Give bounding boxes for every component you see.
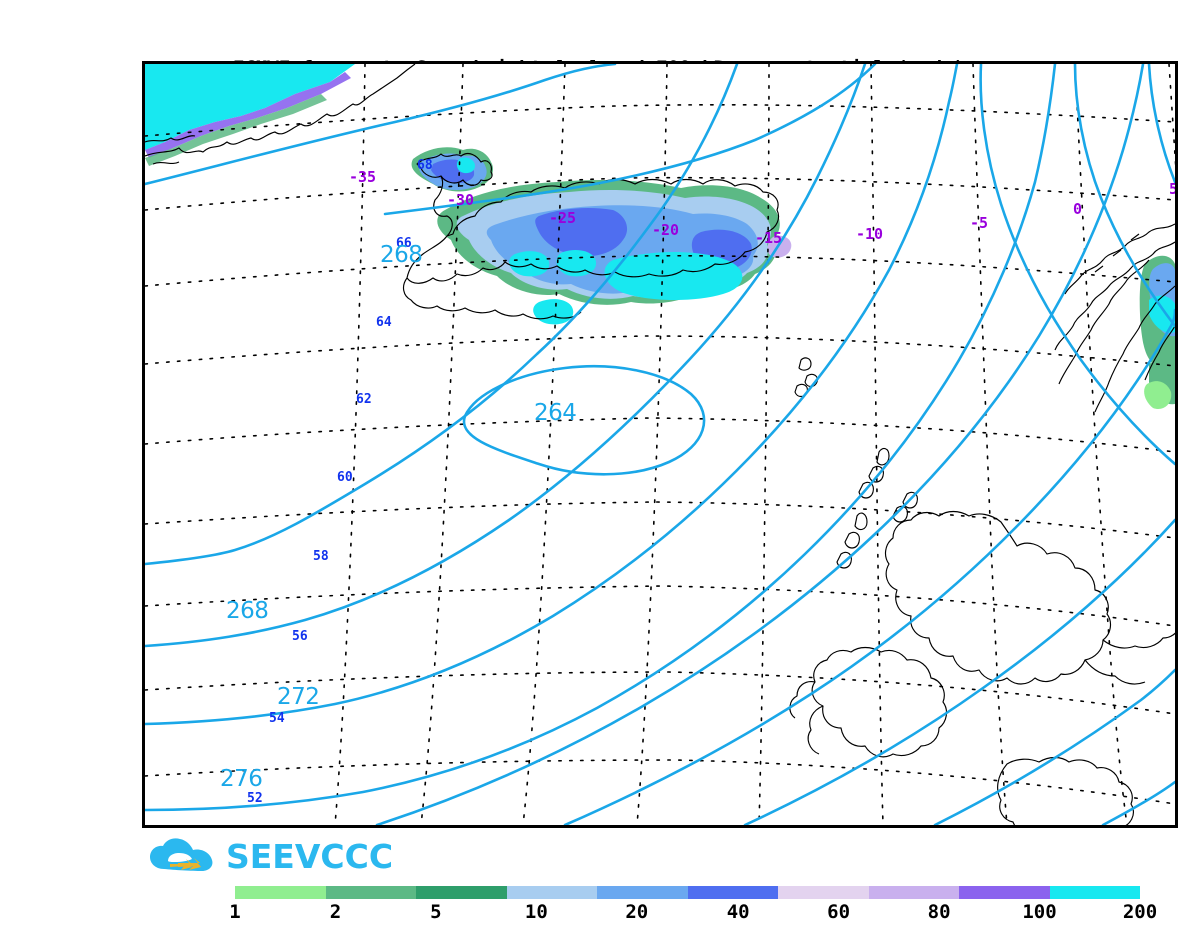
colorbar-swatches (235, 886, 1140, 899)
cloud-icon (148, 837, 222, 877)
contour-264-closed (462, 365, 706, 476)
logo-text: SEEVCCC (226, 837, 394, 876)
lat-label-52: 52 (247, 791, 263, 806)
colorbar-swatch-80 (868, 886, 959, 899)
contour-268-north (145, 64, 617, 186)
colorbar-swatch-2 (325, 886, 416, 899)
lon-label--5: -5 (970, 214, 989, 232)
lat-label-56: 56 (292, 629, 308, 644)
coastline-greenland (145, 64, 416, 165)
colorbar-swatch-200 (1049, 886, 1140, 899)
colorbar-tick-10: 10 (524, 901, 548, 923)
contour-276 (145, 64, 959, 726)
lon-label--35: -35 (349, 168, 377, 186)
lon-label--10: -10 (856, 225, 884, 243)
coastline-iceland (402, 152, 780, 320)
colorbar: 1 2 5 10 20 40 60 80 100 200 (229, 886, 1157, 927)
contour-label-264: 264 (534, 400, 577, 426)
map-frame[interactable]: .c1{fill:#90ee90}.c2{fill:#5cb985}.c3{fi… (142, 61, 1178, 828)
colorbar-swatch-60 (778, 886, 869, 899)
lat-label-66: 66 (396, 236, 412, 251)
contour-label-268-mid: 268 (226, 598, 269, 624)
contour-268-mid (145, 64, 739, 566)
contour-label-272: 272 (277, 684, 320, 710)
colorbar-tick-40: 40 (726, 901, 750, 923)
colorbar-tick-1: 1 (229, 901, 241, 923)
contour-300 (1101, 780, 1175, 825)
contour-292 (743, 518, 1175, 825)
colorbar-tick-5: 5 (430, 901, 442, 923)
contour-280 (145, 64, 1057, 812)
colorbar-swatch-5 (416, 886, 507, 899)
colorbar-tick-60: 60 (827, 901, 851, 923)
contour-288 (563, 308, 1175, 825)
lon-label-5: 5 (1169, 180, 1178, 198)
lon-label--25: -25 (549, 209, 577, 227)
lat-label-54: 54 (269, 711, 285, 726)
colorbar-tick-labels: 1 2 5 10 20 40 60 80 100 200 (229, 901, 1157, 927)
colorbar-swatch-100 (959, 886, 1050, 899)
contour-272 (145, 64, 867, 648)
lat-label-62: 62 (356, 392, 372, 407)
snow-shading-greenland (145, 64, 355, 166)
lat-label-64: 64 (376, 315, 392, 330)
colorbar-swatch-10 (506, 886, 597, 899)
colorbar-swatch-1 (235, 886, 326, 899)
geopotential-contours (145, 64, 1175, 825)
contour-268b (383, 64, 877, 216)
lon-label--20: -20 (652, 221, 680, 239)
lon-label--15: -15 (755, 229, 783, 247)
colorbar-swatch-20 (597, 886, 688, 899)
lat-label-68: 68 (417, 158, 433, 173)
contour-296 (933, 668, 1175, 825)
colorbar-swatch-40 (687, 886, 778, 899)
contour-label-268-north: 268 (380, 242, 423, 268)
lon-label-0: 0 (1073, 200, 1083, 218)
seevccc-logo: SEEVCCC (148, 836, 393, 878)
contour-284 (375, 64, 1145, 825)
weather-map[interactable]: .c1{fill:#90ee90}.c2{fill:#5cb985}.c3{fi… (145, 64, 1175, 825)
colorbar-tick-80: 80 (927, 901, 951, 923)
colorbar-tick-2: 2 (329, 901, 342, 923)
lat-label-58: 58 (313, 549, 329, 564)
colorbar-tick-20: 20 (625, 901, 649, 923)
colorbar-tick-100: 100 (1022, 901, 1057, 923)
contour-260 (1073, 64, 1175, 328)
coastline-norway (1054, 223, 1175, 413)
colorbar-tick-200: 200 (1122, 901, 1158, 923)
lon-label--30: -30 (447, 191, 475, 209)
contour-label-276: 276 (220, 766, 263, 792)
contour-264b (979, 64, 1175, 466)
contour-256 (1147, 64, 1175, 184)
lat-label-60: 60 (337, 470, 353, 485)
